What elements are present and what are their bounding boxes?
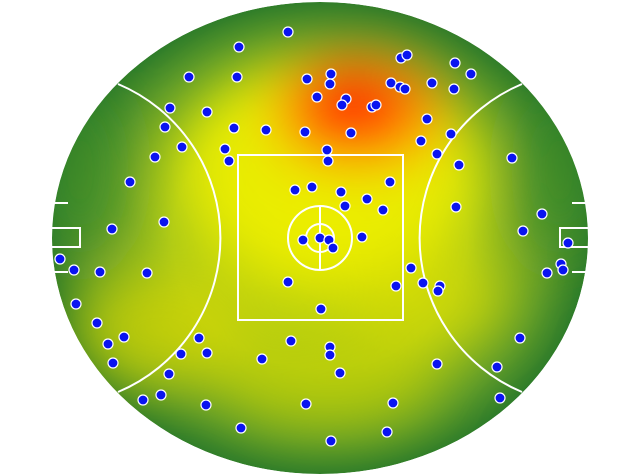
data-point: [158, 216, 170, 228]
data-point: [417, 277, 429, 289]
data-point: [68, 264, 80, 276]
data-point: [449, 57, 461, 69]
data-point: [345, 127, 357, 139]
data-point: [311, 91, 323, 103]
data-point: [491, 361, 503, 373]
data-point: [324, 78, 336, 90]
data-point: [223, 155, 235, 167]
data-point: [299, 126, 311, 138]
data-point: [301, 73, 313, 85]
data-point: [399, 83, 411, 95]
data-point: [453, 159, 465, 171]
data-point: [370, 99, 382, 111]
data-point: [106, 223, 118, 235]
data-point: [124, 176, 136, 188]
data-point: [94, 266, 106, 278]
data-point: [336, 99, 348, 111]
data-point: [426, 77, 438, 89]
data-point: [285, 335, 297, 347]
data-point: [335, 186, 347, 198]
data-point: [381, 426, 393, 438]
data-point: [356, 231, 368, 243]
data-point: [334, 367, 346, 379]
data-point: [322, 155, 334, 167]
data-point: [384, 176, 396, 188]
data-point: [155, 389, 167, 401]
data-point: [91, 317, 103, 329]
data-point: [494, 392, 506, 404]
data-point: [325, 68, 337, 80]
data-point: [506, 152, 518, 164]
data-point: [450, 201, 462, 213]
data-point: [231, 71, 243, 83]
data-point: [300, 398, 312, 410]
field-lines: [52, 83, 588, 393]
data-point: [465, 68, 477, 80]
data-point: [260, 124, 272, 136]
data-point: [235, 422, 247, 434]
data-point: [149, 151, 161, 163]
data-point: [282, 276, 294, 288]
data-point: [306, 181, 318, 193]
data-point: [219, 143, 231, 155]
data-point: [401, 49, 413, 61]
data-point: [557, 264, 569, 276]
data-point: [175, 348, 187, 360]
data-point: [233, 41, 245, 53]
data-point: [200, 399, 212, 411]
data-point: [405, 262, 417, 274]
data-point: [390, 280, 402, 292]
data-point: [448, 83, 460, 95]
data-point: [256, 353, 268, 365]
data-point: [385, 77, 397, 89]
data-point: [54, 253, 66, 265]
data-point: [164, 102, 176, 114]
data-point: [228, 122, 240, 134]
data-point: [339, 200, 351, 212]
data-point: [137, 394, 149, 406]
data-point: [514, 332, 526, 344]
data-point: [314, 232, 326, 244]
data-point: [562, 237, 574, 249]
data-point: [361, 193, 373, 205]
data-point: [176, 141, 188, 153]
data-point: [325, 435, 337, 447]
data-point: [70, 298, 82, 310]
data-point: [118, 331, 130, 343]
data-point: [163, 368, 175, 380]
data-point: [431, 358, 443, 370]
data-point: [297, 234, 309, 246]
data-point: [327, 242, 339, 254]
data-point: [159, 121, 171, 133]
data-point: [321, 144, 333, 156]
data-point: [315, 303, 327, 315]
data-point: [183, 71, 195, 83]
data-point: [387, 397, 399, 409]
data-point: [415, 135, 427, 147]
data-point: [324, 349, 336, 361]
data-point: [201, 347, 213, 359]
data-point: [517, 225, 529, 237]
data-point: [377, 204, 389, 216]
data-point: [289, 184, 301, 196]
data-point: [282, 26, 294, 38]
data-point: [141, 267, 153, 279]
data-point: [107, 357, 119, 369]
data-point: [445, 128, 457, 140]
data-point: [431, 148, 443, 160]
data-point: [193, 332, 205, 344]
data-point: [536, 208, 548, 220]
data-point: [421, 113, 433, 125]
data-point: [541, 267, 553, 279]
data-point: [432, 285, 444, 297]
data-point: [201, 106, 213, 118]
data-point: [102, 338, 114, 350]
